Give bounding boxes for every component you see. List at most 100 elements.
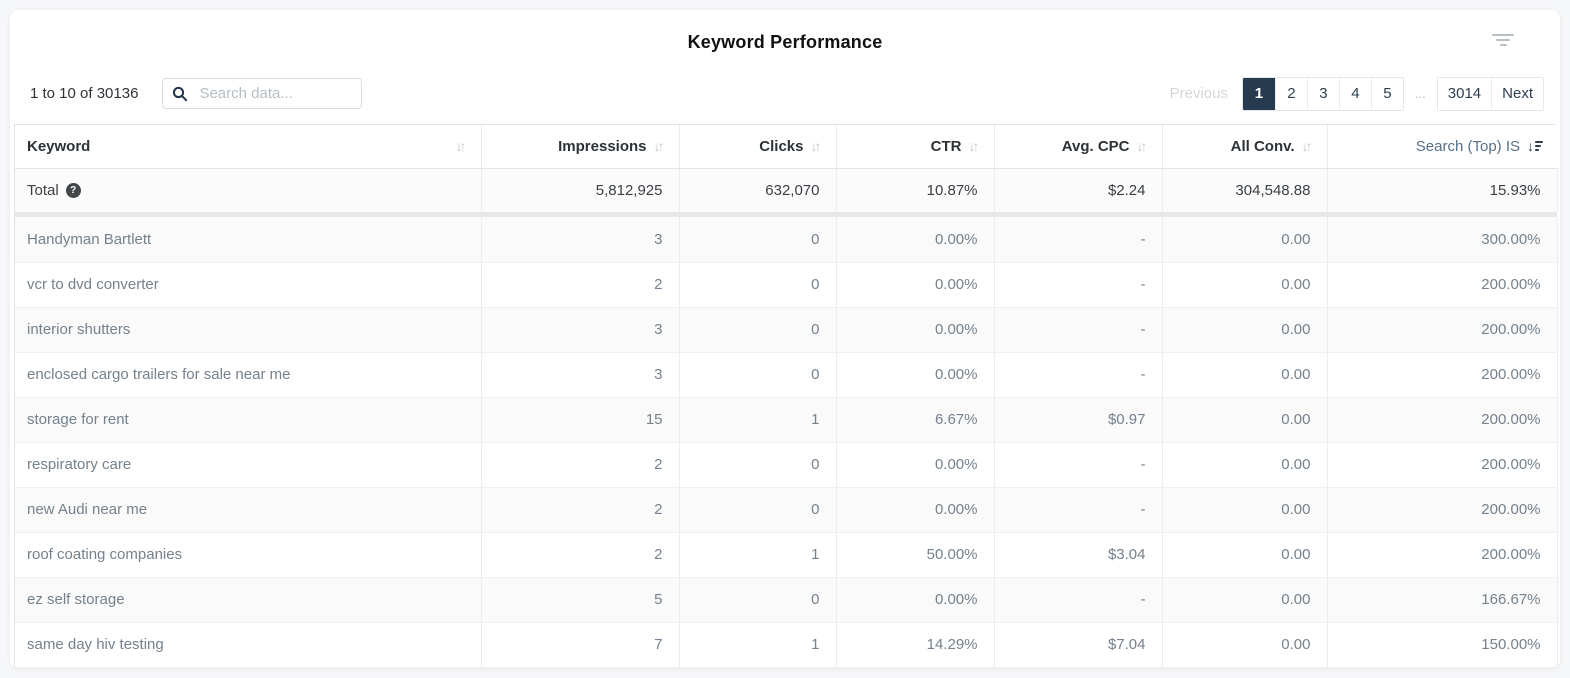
search-box	[162, 78, 363, 109]
pagination-page-3[interactable]: 3	[1306, 77, 1339, 110]
keyword-cell: storage for rent	[15, 397, 482, 443]
value-cell: 1	[679, 397, 837, 443]
pagination-next[interactable]: Next	[1491, 77, 1543, 110]
table-row: respiratory care 2 0 0.00% -0.00 200.00%	[15, 442, 1558, 488]
pagination-page-4[interactable]: 4	[1338, 77, 1371, 110]
column-label: Keyword	[27, 137, 91, 155]
value-cell: 0	[679, 352, 837, 398]
table-row: roof coating companies 2 1 50.00% $3.04 0.00 2…	[15, 532, 1558, 578]
sort-icon[interactable]: ↓↑	[653, 138, 665, 155]
pagination-last-page[interactable]: 3014	[1437, 77, 1492, 110]
value-cell: 0	[679, 217, 837, 263]
column-header-avg-cpc[interactable]: Avg. CPC ↓↑	[994, 125, 1163, 169]
total-row: Total ? 5,812,925 632,070 10.87% $2.24 3…	[15, 168, 1558, 212]
pagination-page-2[interactable]: 2	[1274, 77, 1307, 110]
column-label: Search (Top) IS	[1415, 137, 1520, 155]
value-cell: 2	[481, 262, 680, 308]
filter-icon[interactable]	[1491, 32, 1515, 48]
value-cell: -	[994, 487, 1163, 533]
total-avg-cpc: $2.24	[994, 168, 1163, 212]
value-cell: 166.67%	[1327, 577, 1558, 623]
record-count: 1 to 10 of 30136	[30, 85, 139, 102]
column-header-all-conv[interactable]: All Conv. ↓↑	[1162, 125, 1328, 169]
value-cell: $3.04	[994, 532, 1163, 578]
value-cell: 2	[481, 487, 680, 533]
toolbar: 1 to 10 of 30136 Previous 1 2 3 4 5 ... …	[10, 76, 1560, 111]
table-row: new Audi near me 2 0 0.00% -0.00 200.00%	[15, 487, 1558, 533]
column-header-keyword[interactable]: Keyword ↓↑	[15, 125, 482, 169]
column-label: Impressions	[558, 137, 647, 155]
value-cell: 0.00	[1162, 577, 1328, 623]
value-cell: -	[994, 577, 1163, 623]
value-cell: -	[994, 307, 1163, 353]
sort-icon[interactable]: ↓↑	[810, 138, 822, 155]
value-cell: 0.00	[1162, 397, 1328, 443]
value-cell: 300.00%	[1327, 217, 1558, 263]
keyword-cell: same day hiv testing	[15, 622, 482, 668]
value-cell: 200.00%	[1327, 352, 1558, 398]
total-label: Total	[27, 181, 59, 199]
table-row: vcr to dvd converter 2 0 0.00% -0.00 200.00%	[15, 262, 1558, 308]
help-icon[interactable]: ?	[65, 182, 81, 198]
value-cell: 3	[481, 217, 680, 263]
value-cell: 1	[679, 622, 837, 668]
page-title: Keyword Performance	[687, 32, 883, 52]
value-cell: 1	[679, 532, 837, 578]
sort-descending-icon[interactable]: ↓	[1527, 138, 1543, 154]
value-cell: 5	[481, 577, 680, 623]
column-label: CTR	[930, 137, 962, 155]
column-header-search-top-is[interactable]: Search (Top) IS ↓	[1327, 125, 1557, 169]
value-cell: 0.00	[1162, 532, 1328, 578]
value-cell: -	[994, 352, 1163, 398]
keyword-cell: vcr to dvd converter	[15, 262, 482, 308]
total-search-top-is: 15.93%	[1327, 168, 1558, 212]
column-header-impressions[interactable]: Impressions ↓↑	[481, 125, 680, 169]
table-row: enclosed cargo trailers for sale near me…	[15, 352, 1558, 398]
title-row: Keyword Performance	[10, 32, 1560, 53]
table-row: Handyman Bartlett 3 0 0.00% -0.00 300.00%	[15, 217, 1558, 263]
value-cell: 0.00	[1162, 217, 1328, 263]
total-label-cell: Total ?	[15, 168, 482, 212]
value-cell: 0.00%	[836, 442, 995, 488]
value-cell: 3	[481, 307, 680, 353]
search-input[interactable]	[162, 78, 363, 109]
value-cell: 0	[679, 442, 837, 488]
sort-icon[interactable]: ↓↑	[455, 138, 467, 155]
value-cell: 0.00	[1162, 262, 1328, 308]
pagination: Previous 1 2 3 4 5 ... 3014 Next	[1169, 76, 1544, 111]
keyword-cell: new Audi near me	[15, 487, 482, 533]
value-cell: 50.00%	[836, 532, 995, 578]
search-icon	[173, 86, 188, 102]
value-cell: 0	[679, 577, 837, 623]
sort-icon[interactable]: ↓↑	[1136, 138, 1148, 155]
value-cell: 200.00%	[1327, 532, 1558, 578]
value-cell: 150.00%	[1327, 622, 1558, 668]
value-cell: 0.00%	[836, 487, 995, 533]
value-cell: 0.00%	[836, 262, 995, 308]
table-header-row: Keyword ↓↑ Impressions ↓↑ Clicks ↓	[15, 125, 1557, 169]
sort-icon[interactable]: ↓↑	[968, 138, 980, 155]
value-cell: 0.00%	[836, 217, 995, 263]
value-cell: -	[994, 262, 1163, 308]
value-cell: 0.00	[1162, 487, 1328, 533]
keyword-cell: Handyman Bartlett	[15, 217, 482, 263]
value-cell: 200.00%	[1327, 307, 1558, 353]
keyword-cell: interior shutters	[15, 307, 482, 353]
pagination-page-5[interactable]: 5	[1370, 77, 1403, 110]
value-cell: $7.04	[994, 622, 1163, 668]
pagination-page-1[interactable]: 1	[1242, 77, 1275, 110]
keyword-cell: ez self storage	[15, 577, 482, 623]
value-cell: 0.00%	[836, 352, 995, 398]
pagination-previous[interactable]: Previous	[1169, 85, 1228, 102]
value-cell: 2	[481, 532, 680, 578]
column-header-clicks[interactable]: Clicks ↓↑	[679, 125, 837, 169]
column-header-ctr[interactable]: CTR ↓↑	[836, 125, 995, 169]
keyword-cell: roof coating companies	[15, 532, 482, 578]
sort-icon[interactable]: ↓↑	[1301, 138, 1313, 155]
column-label: Clicks	[759, 137, 804, 155]
value-cell: 0.00	[1162, 352, 1328, 398]
pagination-ellipsis: ...	[1414, 86, 1426, 101]
pagination-end-group: 3014 Next	[1436, 76, 1544, 111]
keyword-cell: respiratory care	[15, 442, 482, 488]
value-cell: -	[994, 217, 1163, 263]
